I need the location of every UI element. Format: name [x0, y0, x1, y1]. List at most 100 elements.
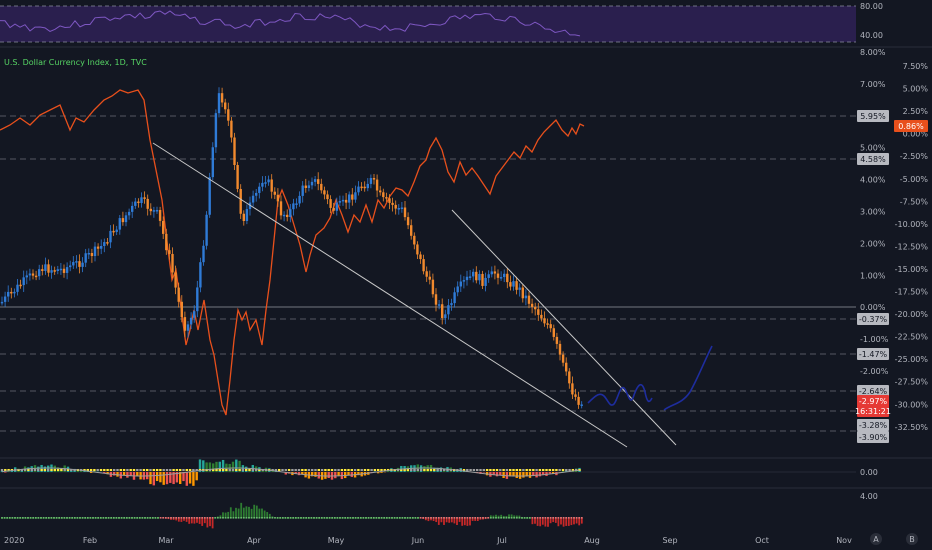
candle-body: [69, 265, 72, 268]
osc-dot: [304, 469, 307, 471]
candle-body: [106, 242, 109, 244]
hist-bar: [510, 514, 513, 518]
left-axis-label: 7.00%: [860, 80, 886, 89]
hist-dot: [47, 517, 50, 519]
osc-bar: [172, 472, 175, 485]
rsi-axis-40: 40.00: [860, 31, 883, 40]
osc-dot: [146, 469, 149, 471]
osc-bar: [215, 461, 218, 472]
hist-bar: [196, 518, 198, 523]
hist-bar: [443, 518, 445, 525]
hist-dot: [21, 517, 24, 519]
osc-bar: [221, 459, 225, 472]
hist-dot: [362, 517, 365, 519]
osc-dot: [172, 469, 175, 471]
hist-bar: [458, 518, 461, 522]
hist-dot: [297, 517, 300, 519]
osc-bar: [419, 465, 423, 472]
overlay-line: [0, 89, 585, 416]
candle-body: [335, 202, 338, 211]
right-axis-label: -27.50%: [895, 378, 929, 387]
osc-dot: [63, 469, 66, 471]
button-a[interactable]: [870, 533, 882, 545]
candle-body: [493, 271, 497, 274]
candle-body: [44, 264, 47, 271]
level-tag-text: 16:31:21: [855, 407, 891, 416]
hist-dot: [440, 517, 443, 519]
level-tag-box: [857, 313, 889, 325]
osc-dot: [103, 469, 106, 471]
hist-dot: [224, 517, 227, 519]
candle-body: [363, 186, 366, 189]
hist-dot: [313, 517, 315, 519]
candle-body: [580, 404, 583, 406]
candle-body: [59, 268, 63, 271]
hist-dot: [375, 517, 378, 519]
hist-bar: [183, 518, 185, 521]
osc-dot: [284, 469, 287, 471]
osc-dot: [43, 469, 47, 471]
hist-dot: [263, 517, 266, 519]
osc-dot: [188, 469, 192, 471]
hist-dot: [216, 517, 219, 519]
hist-dot: [131, 517, 133, 519]
candle-body: [332, 207, 335, 211]
hist-dot: [526, 517, 529, 519]
osc-dot: [56, 469, 60, 471]
candle-body: [103, 242, 106, 247]
level-tag-text: -2.97%: [859, 397, 888, 406]
hist-dot: [401, 517, 404, 519]
candle-body: [515, 281, 518, 290]
hist-dot: [359, 517, 362, 519]
candle-body: [19, 284, 22, 287]
trendline-2[interactable]: [451, 209, 677, 446]
osc-bar: [528, 472, 532, 478]
hist-dot: [484, 517, 487, 519]
osc-dot: [578, 469, 581, 471]
hist-bar: [513, 515, 516, 518]
osc-dot: [215, 469, 218, 471]
candle-body: [366, 183, 369, 189]
candle-body: [273, 191, 276, 195]
hist-dot: [149, 517, 152, 519]
hist-bar: [554, 518, 557, 523]
hist-dot: [190, 517, 193, 519]
candle-body: [369, 178, 373, 184]
hist-bar: [575, 518, 578, 524]
osc-dot: [0, 469, 4, 471]
hist-dot: [463, 517, 466, 519]
hist-dot: [287, 517, 289, 519]
hist-dot: [76, 517, 79, 519]
hist-dot: [505, 517, 508, 519]
hist-dot: [258, 517, 261, 519]
osc-dot: [307, 469, 311, 471]
osc-dot: [396, 469, 400, 471]
trendline-1[interactable]: [152, 142, 628, 448]
projection-drawing[interactable]: [587, 345, 713, 411]
candle-body: [534, 306, 537, 310]
osc-dot: [66, 469, 70, 471]
osc-bar: [311, 472, 314, 477]
candle-body: [295, 203, 298, 205]
time-axis-label: Jun: [411, 536, 425, 545]
time-axis[interactable]: 2020 Feb Mar Apr May Jun Jul Aug Sep Oct Nov: [4, 536, 852, 545]
osc-bar: [198, 459, 202, 472]
osc-dot: [30, 469, 33, 471]
hist-dot: [341, 517, 344, 519]
candle-body: [425, 271, 428, 277]
hist-bar: [497, 515, 500, 518]
candle-body: [75, 261, 78, 263]
left-axis-label: 1.00%: [860, 271, 886, 280]
hist-dot: [63, 517, 66, 519]
osc-dot: [535, 469, 538, 471]
candle-body: [152, 210, 156, 212]
hist-bar: [198, 518, 201, 524]
right-axis-label: 2.50%: [903, 107, 929, 116]
right-price-axis[interactable]: 7.50% 5.00% 2.50% 0.00% -2.50% -5.00% -7.50% -1…: [895, 62, 929, 432]
osc-dot: [436, 469, 439, 471]
button-b[interactable]: [906, 533, 918, 545]
hist-dot: [136, 517, 139, 519]
oscillator-pane: 0.00 4.00: [0, 459, 932, 529]
osc-bar: [515, 472, 518, 478]
